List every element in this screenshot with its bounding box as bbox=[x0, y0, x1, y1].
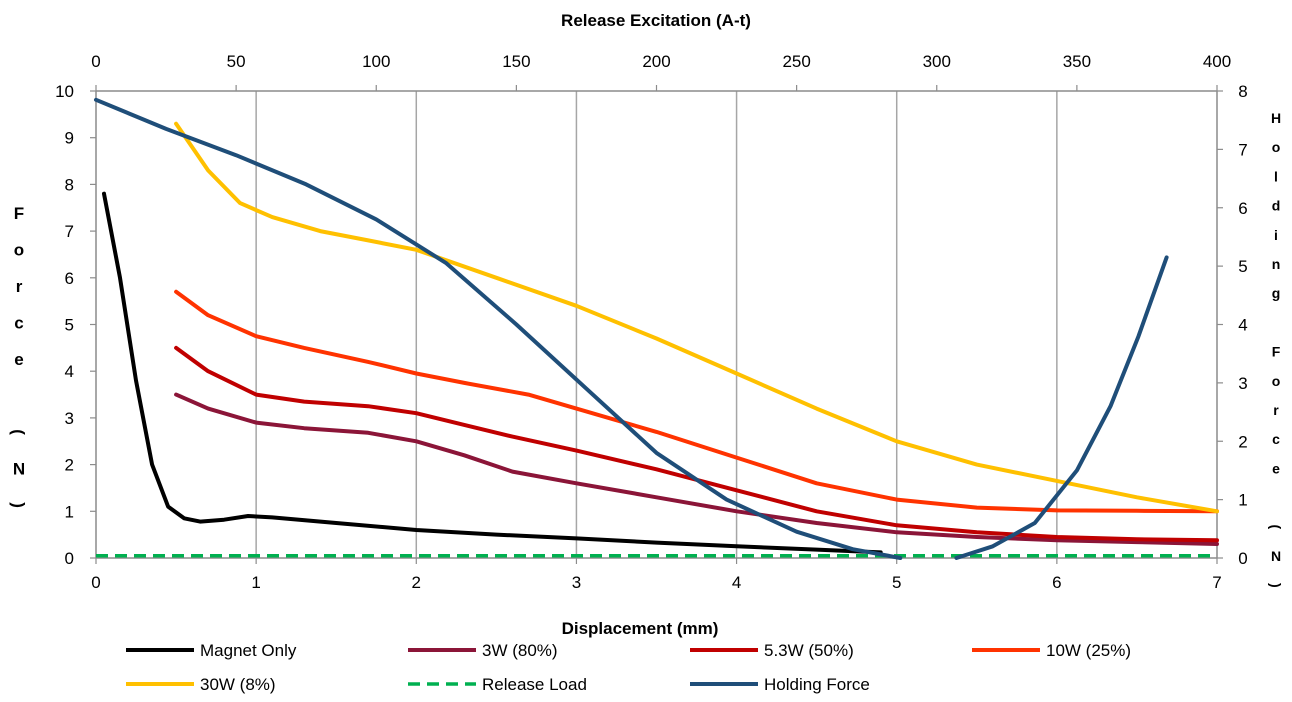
x-tick-label: 2 bbox=[412, 573, 421, 592]
x2-tick-label: 300 bbox=[923, 52, 951, 71]
legend-label: 5.3W (50%) bbox=[764, 641, 854, 660]
tick-labels: 0 1 2 3 4 5 6 70 50 100 150 200 250 300 350 40001234567… bbox=[55, 52, 1248, 592]
y2-axis-title-letter: i bbox=[1274, 227, 1278, 243]
y-axis-title-letter: c bbox=[14, 314, 23, 333]
y-tick-label: 4 bbox=[65, 362, 74, 381]
x2-tick-label: 50 bbox=[227, 52, 246, 71]
y-axis-title-letter: ) bbox=[9, 502, 28, 508]
y2-axis-title-letter: ( bbox=[1268, 525, 1284, 530]
y2-tick-label: 0 bbox=[1238, 549, 1247, 568]
y2-tick-label: 6 bbox=[1238, 199, 1247, 218]
y-tick-label: 1 bbox=[65, 502, 74, 521]
y-tick-label: 6 bbox=[65, 269, 74, 288]
y2-tick-label: 7 bbox=[1238, 140, 1247, 159]
y-tick-label: 3 bbox=[65, 409, 74, 428]
y2-tick-label: 5 bbox=[1238, 257, 1247, 276]
y-axis-title: Force ( N) bbox=[9, 204, 28, 508]
x2-tick-label: 400 bbox=[1203, 52, 1231, 71]
legend-label: 10W (25%) bbox=[1046, 641, 1131, 660]
y-tick-label: 10 bbox=[55, 82, 74, 101]
x2-tick-label: 200 bbox=[642, 52, 670, 71]
x-axis-title: Displacement (mm) bbox=[562, 619, 719, 638]
y2-tick-label: 3 bbox=[1238, 374, 1247, 393]
x-tick-label: 7 bbox=[1212, 573, 1221, 592]
axes bbox=[90, 85, 1223, 564]
y-tick-label: 9 bbox=[65, 129, 74, 148]
y-tick-label: 0 bbox=[65, 549, 74, 568]
y2-axis-title-letter: g bbox=[1272, 285, 1281, 301]
y2-axis-title-letter: e bbox=[1272, 460, 1280, 476]
y-tick-label: 5 bbox=[65, 316, 74, 335]
y2-tick-label: 8 bbox=[1238, 82, 1247, 101]
y-tick-label: 7 bbox=[65, 222, 74, 241]
x-tick-label: 0 bbox=[91, 573, 100, 592]
y2-tick-label: 1 bbox=[1238, 491, 1247, 510]
x2-tick-label: 250 bbox=[782, 52, 810, 71]
legend-label: Release Load bbox=[482, 675, 587, 694]
series-lines bbox=[94, 97, 1219, 560]
y2-axis-title-letter: l bbox=[1274, 168, 1278, 184]
series-line-6 bbox=[94, 97, 903, 560]
y2-axis-title-letter: ) bbox=[1268, 583, 1284, 588]
legend-label: Magnet Only bbox=[200, 641, 297, 660]
y-tick-label: 2 bbox=[65, 456, 74, 475]
gridlines bbox=[255, 91, 1058, 558]
legend-label: Holding Force bbox=[764, 675, 870, 694]
legend-label: 3W (80%) bbox=[482, 641, 558, 660]
y-axis-title-letter: ( bbox=[9, 429, 28, 435]
x2-tick-label: 100 bbox=[362, 52, 390, 71]
x-tick-label: 4 bbox=[732, 573, 741, 592]
y2-tick-label: 4 bbox=[1238, 316, 1247, 335]
x-tick-label: 6 bbox=[1052, 573, 1061, 592]
y-axis-title-letter: e bbox=[14, 350, 23, 369]
x2-tick-label: 350 bbox=[1063, 52, 1091, 71]
x-tick-label: 3 bbox=[572, 573, 581, 592]
y-tick-label: 8 bbox=[65, 175, 74, 194]
y-axis-title-letter: F bbox=[14, 204, 24, 223]
x2-tick-label: 150 bbox=[502, 52, 530, 71]
y2-axis-title-letter: r bbox=[1273, 402, 1279, 418]
legend: Magnet Only 3W (80%) 5.3W (50%) 10W (25%) 30… bbox=[126, 641, 1131, 694]
y-axis-title-letter: N bbox=[13, 460, 25, 479]
x-tick-label: 5 bbox=[892, 573, 901, 592]
series-line-2 bbox=[174, 345, 1219, 543]
y-axis-title-letter: o bbox=[14, 241, 24, 260]
series-line-3 bbox=[174, 289, 1219, 514]
y2-axis-title-letter: F bbox=[1272, 344, 1281, 360]
y-axis-title-letter: r bbox=[16, 277, 23, 296]
series-line-4 bbox=[174, 121, 1219, 514]
series-line-0 bbox=[102, 191, 883, 555]
legend-label: 30W (8%) bbox=[200, 675, 276, 694]
y2-axis-title-letter: n bbox=[1272, 256, 1281, 272]
x2-axis-title: Release Excitation (A-t) bbox=[561, 11, 751, 30]
x2-tick-label: 0 bbox=[91, 52, 100, 71]
y2-axis-title-letter: o bbox=[1272, 139, 1281, 155]
y2-axis-title-letter: H bbox=[1271, 110, 1281, 126]
y2-axis-title-letter: d bbox=[1272, 198, 1281, 214]
y2-axis-title-letter: o bbox=[1272, 373, 1281, 389]
series-line-6-segment2 bbox=[954, 255, 1169, 560]
y2-tick-label: 2 bbox=[1238, 432, 1247, 451]
y2-axis-title-letter: N bbox=[1271, 548, 1281, 564]
x-tick-label: 1 bbox=[251, 573, 260, 592]
y2-axis-title-letter: c bbox=[1272, 431, 1280, 447]
